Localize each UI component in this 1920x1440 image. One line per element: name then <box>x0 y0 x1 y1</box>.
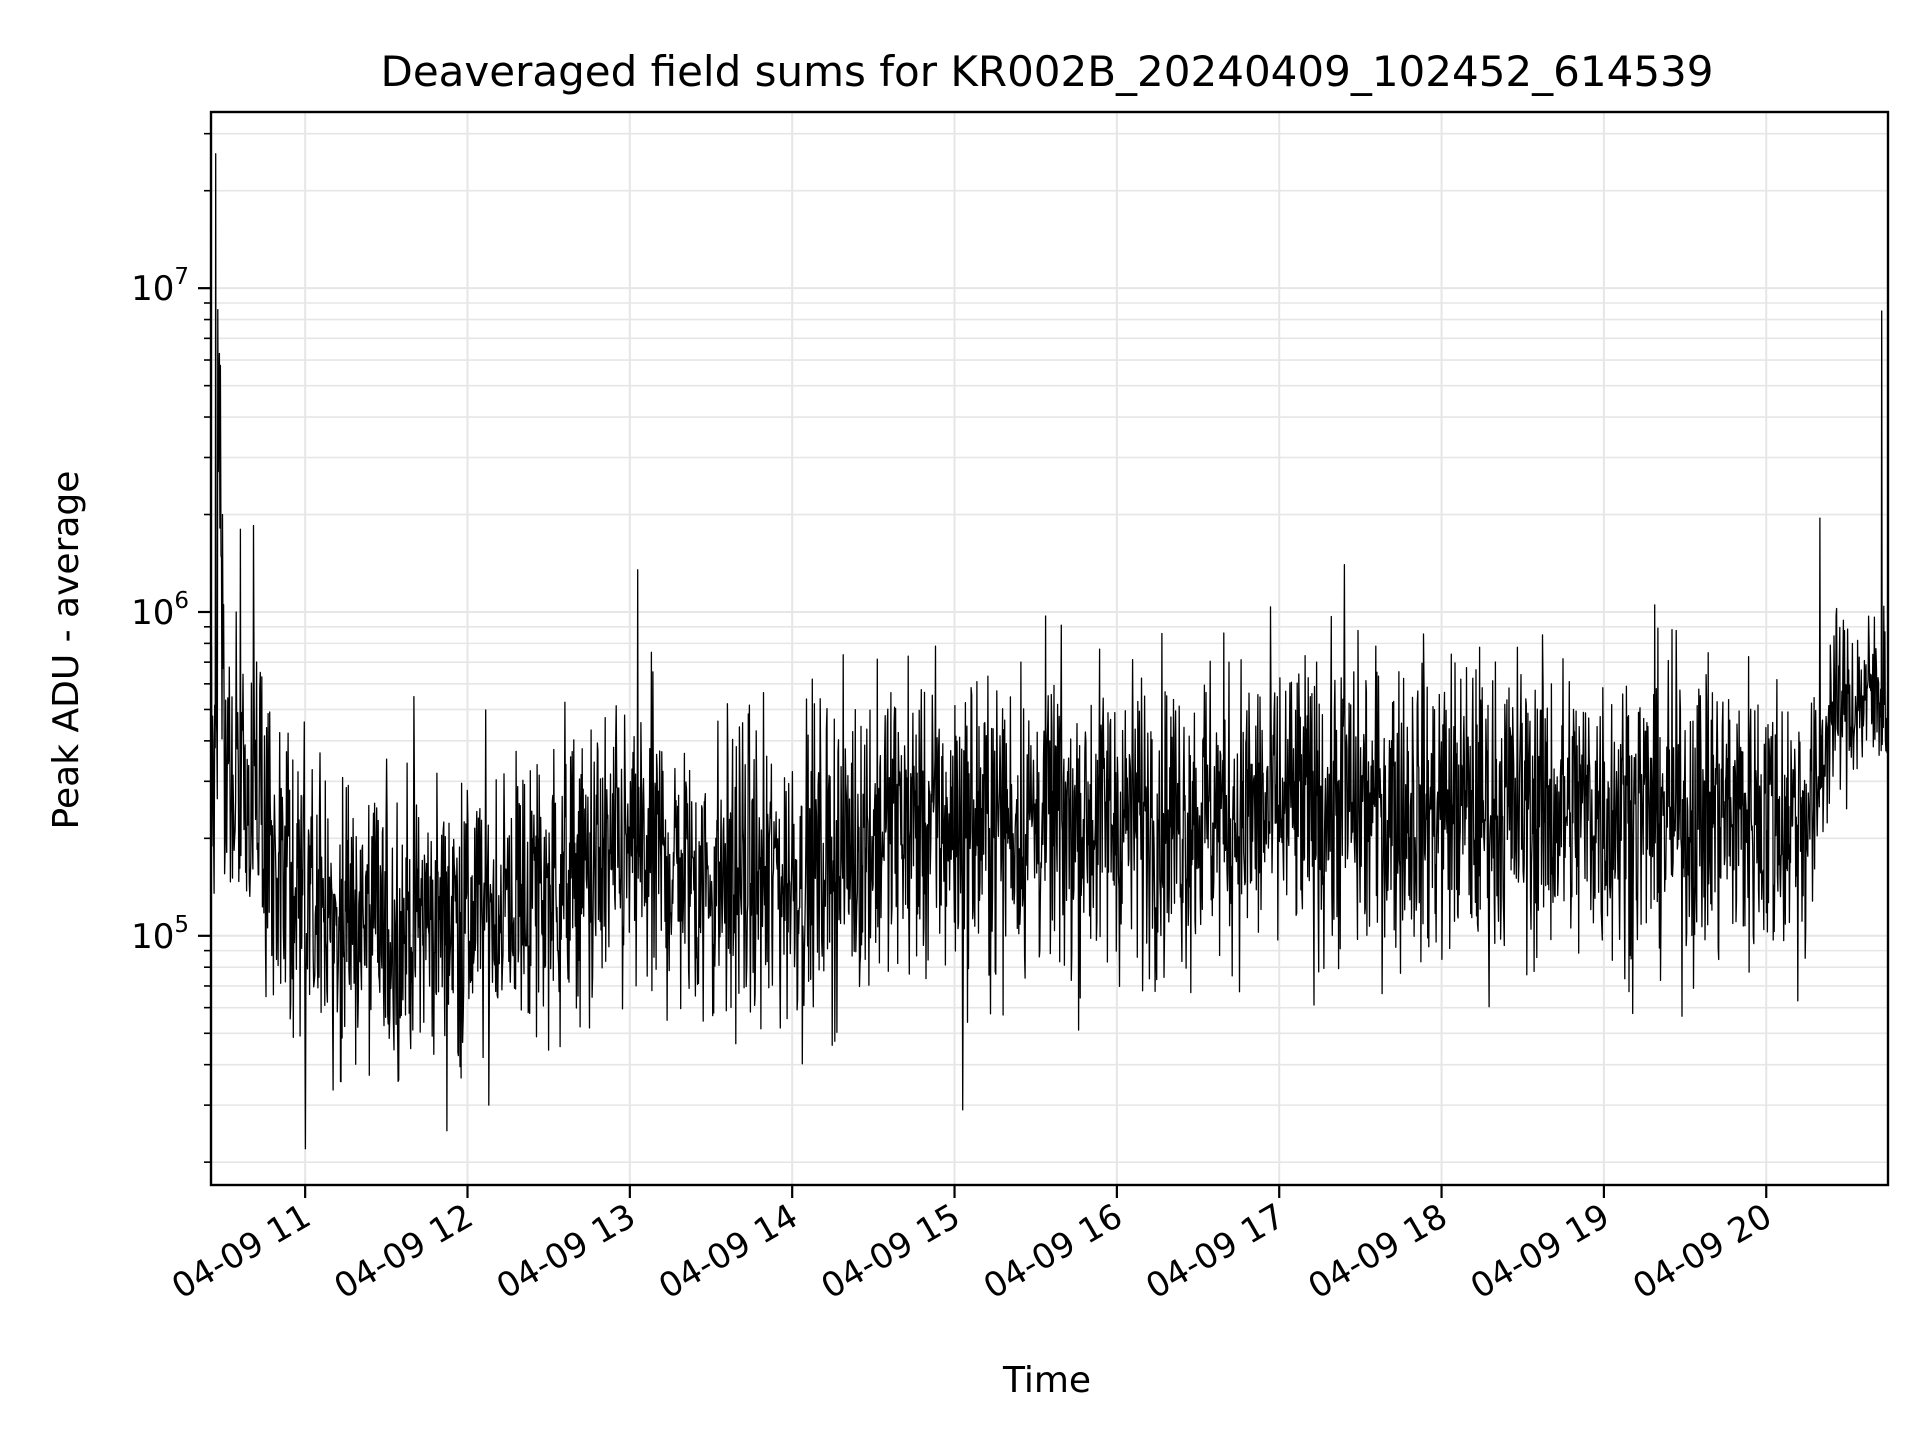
y-tick-label: 105 <box>131 912 189 957</box>
y-axis-ticks: 105 106 107 <box>131 132 211 1163</box>
series-line <box>210 153 1889 1150</box>
y-tick-label: 106 <box>131 588 189 633</box>
y-axis-label: Peak ADU - average <box>46 471 87 830</box>
data-series <box>210 153 1889 1150</box>
plot-frame <box>209 110 1890 1187</box>
x-axis-label: Time <box>1002 1360 1091 1401</box>
chart-title: Deaveraged field sums for KR002B_2024040… <box>381 47 1714 96</box>
y-tick-label: 107 <box>131 264 189 309</box>
